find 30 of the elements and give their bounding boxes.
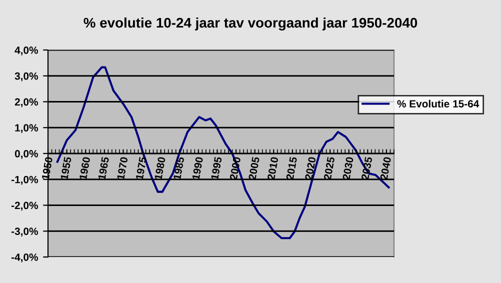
x-tick-label: 2020: [304, 156, 316, 180]
y-tick-label: 1,0%: [15, 124, 38, 134]
x-tick-label: 1990: [192, 156, 204, 180]
x-tick-label: 2025: [324, 156, 335, 180]
x-tick-label: 2010: [267, 156, 278, 180]
x-tick-label: 1955: [60, 156, 72, 180]
y-tick-label: -1,0%: [11, 176, 38, 185]
y-tick-label: 0,0%: [14, 150, 38, 159]
x-tick-label: 2015: [286, 156, 298, 180]
x-tick-label: 1980: [154, 156, 166, 180]
legend-label: % Evolutie 15-64: [397, 100, 480, 108]
x-tick-label: 2000: [230, 156, 241, 180]
y-tick-label: -2,0%: [11, 202, 38, 211]
x-tick-label: 1995: [210, 156, 222, 180]
x-tick-label: 2030: [342, 156, 354, 180]
x-tick-label: 1970: [116, 156, 128, 180]
line-series: [56, 66, 390, 240]
y-tick-label: -4,0%: [11, 254, 38, 262]
x-tick-label: 2035: [361, 156, 372, 180]
x-tick-label: 1965: [98, 156, 110, 180]
x-tick-label: 2005: [248, 156, 260, 180]
y-tick-label: 3,0%: [14, 72, 38, 82]
x-tick-label: 1960: [79, 156, 90, 180]
y-tick-label: 4,0%: [14, 46, 38, 56]
y-tick-label: 2,0%: [14, 98, 38, 108]
x-tick-label: 2040: [380, 156, 392, 180]
x-tick-label: 1985: [173, 156, 184, 180]
chart-title: % evolutie 10-24 jaar tav voorgaand jaar 1950-2040: [84, 17, 418, 31]
y-tick-label: -3,0%: [11, 228, 38, 237]
x-tick-label: 1975: [136, 156, 147, 180]
